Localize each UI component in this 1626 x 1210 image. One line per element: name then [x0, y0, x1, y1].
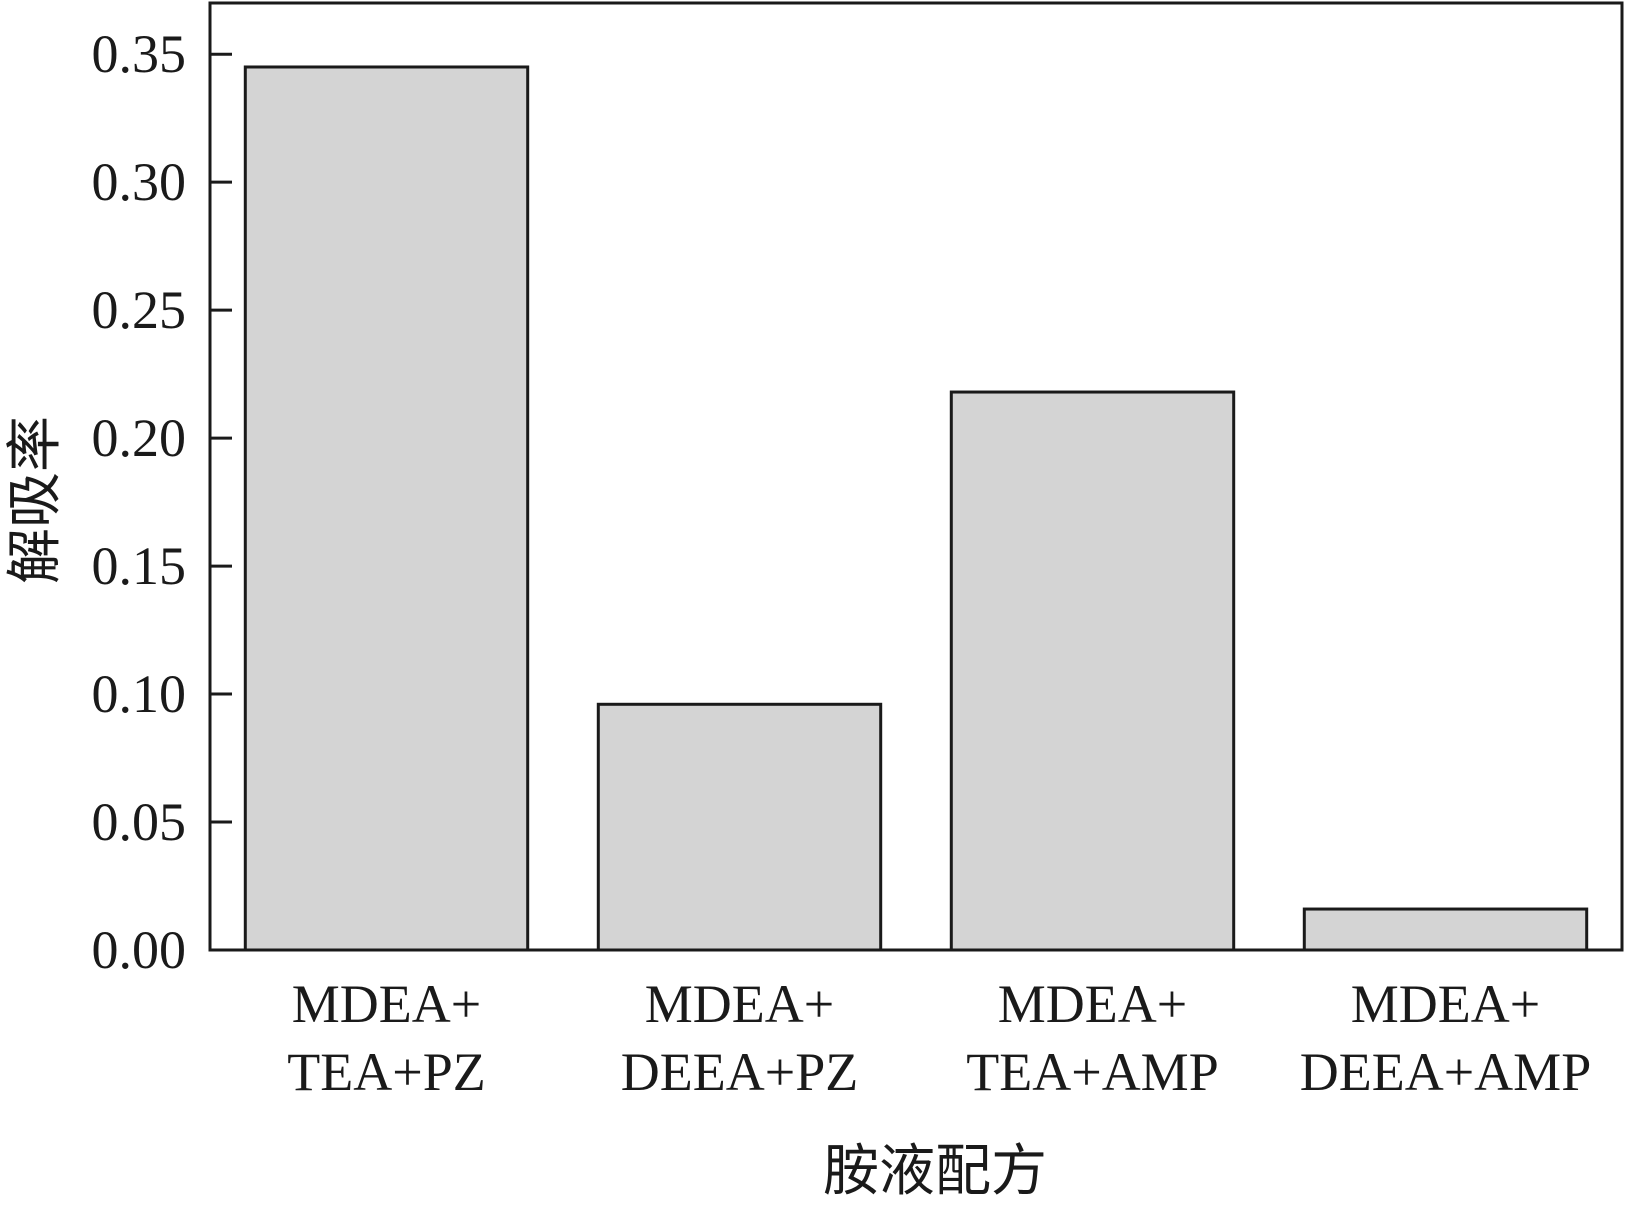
x-tick-label-1-line2: TEA+PZ — [287, 1042, 485, 1102]
x-tick-label-4-line1: MDEA+ — [1351, 974, 1540, 1034]
y-tick-label: 0.10 — [92, 664, 187, 724]
y-tick-label: 0.20 — [92, 408, 187, 468]
y-tick-label: 0.25 — [92, 280, 187, 340]
x-tick-label-3-line2: TEA+AMP — [966, 1042, 1218, 1102]
axes-layer — [208, 1, 1624, 952]
x-tick-label-1-line1: MDEA+ — [292, 974, 481, 1034]
bar-4 — [1302, 907, 1589, 952]
x-tick-label-4-line2: DEEA+AMP — [1300, 1042, 1591, 1102]
x-axis-title: 胺液配方 — [823, 1141, 1047, 1203]
y-ticks: 0.00 0.05 0.10 0.15 0.20 0.25 0.30 0.35 — [92, 24, 232, 980]
x-category-labels: MDEA+ TEA+PZ MDEA+ DEEA+PZ MDEA+ TEA+AMP MDEA+… — [287, 974, 1591, 1102]
bar-1 — [243, 65, 530, 952]
x-tick-label-2-line1: MDEA+ — [645, 974, 834, 1034]
bars-layer — [243, 65, 1589, 952]
plot-frame — [208, 1, 1624, 952]
bar-3 — [949, 390, 1236, 952]
x-tick-label-2-line2: DEEA+PZ — [621, 1042, 858, 1102]
y-tick-label: 0.05 — [92, 792, 187, 852]
x-tick-label-3-line1: MDEA+ — [998, 974, 1187, 1034]
bar-2 — [596, 702, 883, 952]
y-tick-label: 0.15 — [92, 536, 187, 596]
y-axis-title: 解吸率 — [5, 416, 67, 584]
y-tick-label: 0.30 — [92, 152, 187, 212]
y-tick-label: 0.35 — [92, 24, 187, 84]
y-tick-label: 0.00 — [92, 920, 187, 980]
